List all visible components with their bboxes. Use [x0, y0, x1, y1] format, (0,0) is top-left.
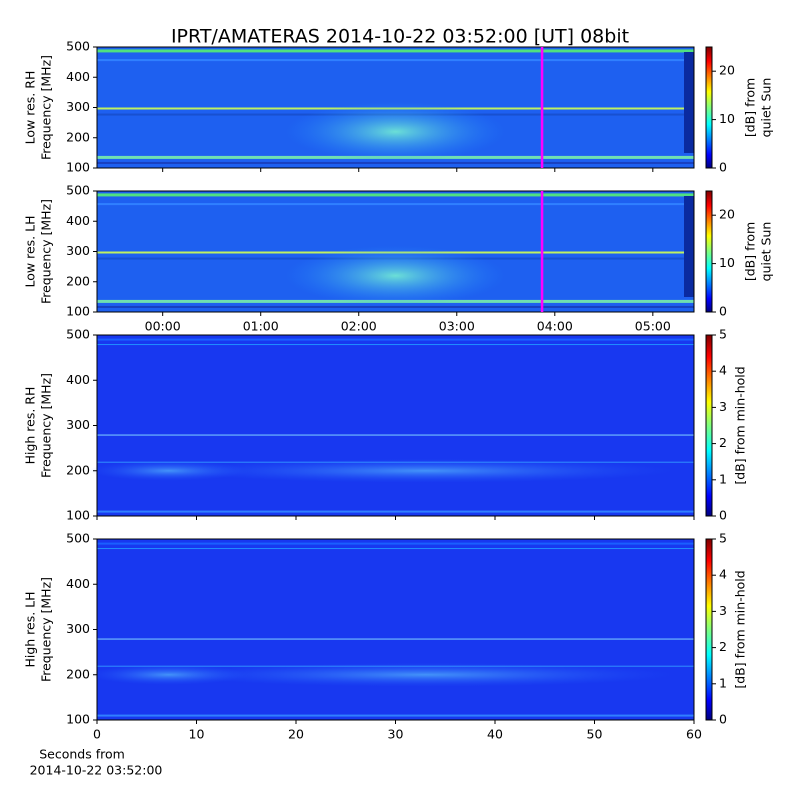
- x-tick-label: 00:00: [145, 319, 181, 334]
- colorbar-label: quiet Sun: [759, 222, 774, 282]
- x-tick-label: 60: [686, 727, 702, 742]
- y-axis-label: Frequency [MHz]: [39, 199, 54, 304]
- spectrogram-feature: [97, 510, 694, 513]
- spectrogram-feature: [97, 161, 694, 164]
- y-tick-label: 400: [66, 69, 90, 84]
- x-axis-label: Seconds from: [39, 747, 125, 762]
- spectrogram-feature: [97, 338, 694, 341]
- colorbar-tick-label: 2: [719, 435, 727, 450]
- spectrogram-image: [97, 335, 694, 516]
- spectrogram-feature: [97, 434, 694, 436]
- spectrogram-feature: [97, 59, 694, 62]
- spectrogram-feature: [97, 344, 694, 346]
- colorbar-tick-label: 3: [719, 399, 727, 414]
- colorbar-tick-label: 10: [719, 111, 735, 126]
- spectrogram-feature: [97, 49, 694, 53]
- colorbar-label: [dB] from min-hold: [733, 366, 748, 484]
- spectrogram-feature: [97, 714, 694, 717]
- x-axis-label: 2014-10-22 03:52:00: [30, 763, 163, 778]
- colorbar-tick-label: 1: [719, 471, 727, 486]
- spectrogram-feature: [97, 542, 694, 545]
- colorbar-tick-label: 1: [719, 675, 727, 690]
- y-tick-label: 500: [66, 39, 90, 54]
- y-tick-label: 100: [66, 508, 90, 523]
- x-tick-label: 03:00: [439, 319, 475, 334]
- x-tick-label: 02:00: [341, 319, 377, 334]
- y-tick-label: 400: [66, 576, 90, 591]
- x-tick-label: 50: [587, 727, 603, 742]
- colorbar-tick-label: 5: [719, 327, 727, 342]
- colorbar-label: [dB] from min-hold: [733, 570, 748, 688]
- figure-title: IPRT/AMATERAS 2014-10-22 03:52:00 [UT] 0…: [171, 26, 629, 48]
- colorbar-tick-label: 3: [719, 603, 727, 618]
- y-tick-label: 500: [66, 531, 90, 546]
- colorbar: [705, 46, 713, 169]
- y-tick-label: 300: [66, 243, 90, 258]
- y-tick-label: 200: [66, 129, 90, 144]
- colorbar-tick-label: 20: [719, 63, 735, 78]
- y-tick-label: 300: [66, 99, 90, 114]
- spectrogram-feature: [97, 203, 694, 206]
- colorbar-tick-label: 4: [719, 363, 727, 378]
- y-tick-label: 500: [66, 327, 90, 342]
- y-axis-label: Low res. LH: [23, 216, 38, 288]
- spectrogram-feature: [97, 548, 694, 550]
- colorbar-label: [dB] from: [743, 222, 758, 281]
- colorbar-label: [dB] from: [743, 78, 758, 137]
- colorbar-tick-label: 10: [719, 255, 735, 270]
- spectrogram-feature: [684, 196, 694, 297]
- x-tick-label: 40: [487, 727, 503, 742]
- x-tick-label: 30: [388, 727, 404, 742]
- colorbar-tick-label: 5: [719, 531, 727, 546]
- y-tick-label: 400: [66, 213, 90, 228]
- y-tick-label: 200: [66, 666, 90, 681]
- y-tick-label: 400: [66, 372, 90, 387]
- spectrogram-feature: [684, 52, 694, 153]
- spectrogram-feature: [285, 245, 506, 306]
- colorbar-tick-label: 0: [719, 712, 727, 727]
- colorbar: [705, 538, 713, 721]
- colorbar-tick-label: 0: [719, 304, 727, 319]
- y-tick-label: 300: [66, 621, 90, 636]
- x-tick-label: 0: [93, 727, 101, 742]
- spectrogram-feature: [175, 458, 676, 483]
- spectrogram-feature: [88, 664, 249, 685]
- y-tick-label: 100: [66, 160, 90, 175]
- x-tick-label: 04:00: [537, 319, 573, 334]
- y-tick-label: 200: [66, 273, 90, 288]
- spectrogram-image: [97, 539, 694, 720]
- y-axis-label: High res. RH: [23, 387, 38, 465]
- colorbar-tick-label: 0: [719, 160, 727, 175]
- colorbar: [705, 190, 713, 313]
- colorbar-tick-label: 20: [719, 207, 735, 222]
- colorbar-label: quiet Sun: [759, 78, 774, 138]
- x-tick-label: 10: [189, 727, 205, 742]
- y-tick-label: 300: [66, 417, 90, 432]
- y-axis-label: Frequency [MHz]: [39, 373, 54, 478]
- y-tick-label: 100: [66, 304, 90, 319]
- y-tick-label: 500: [66, 183, 90, 198]
- colorbar-tick-label: 2: [719, 639, 727, 654]
- y-axis-label: High res. LH: [23, 591, 38, 667]
- y-axis-label: Low res. RH: [23, 71, 38, 145]
- x-tick-label: 20: [288, 727, 304, 742]
- spectrogram-feature: [97, 193, 694, 197]
- colorbar-tick-label: 4: [719, 567, 727, 582]
- y-axis-label: Frequency [MHz]: [39, 577, 54, 682]
- spectrogram-feature: [97, 638, 694, 640]
- spectrogram-feature: [97, 305, 694, 308]
- y-tick-label: 200: [66, 462, 90, 477]
- spectrogram-feature: [175, 662, 676, 687]
- colorbar: [705, 334, 713, 517]
- y-axis-label: Frequency [MHz]: [39, 55, 54, 160]
- spectrogram-feature: [285, 101, 506, 162]
- x-tick-label: 05:00: [635, 319, 671, 334]
- spectrogram-feature: [88, 460, 249, 481]
- colorbar-tick-label: 0: [719, 508, 727, 523]
- x-tick-label: 01:00: [243, 319, 279, 334]
- y-tick-label: 100: [66, 712, 90, 727]
